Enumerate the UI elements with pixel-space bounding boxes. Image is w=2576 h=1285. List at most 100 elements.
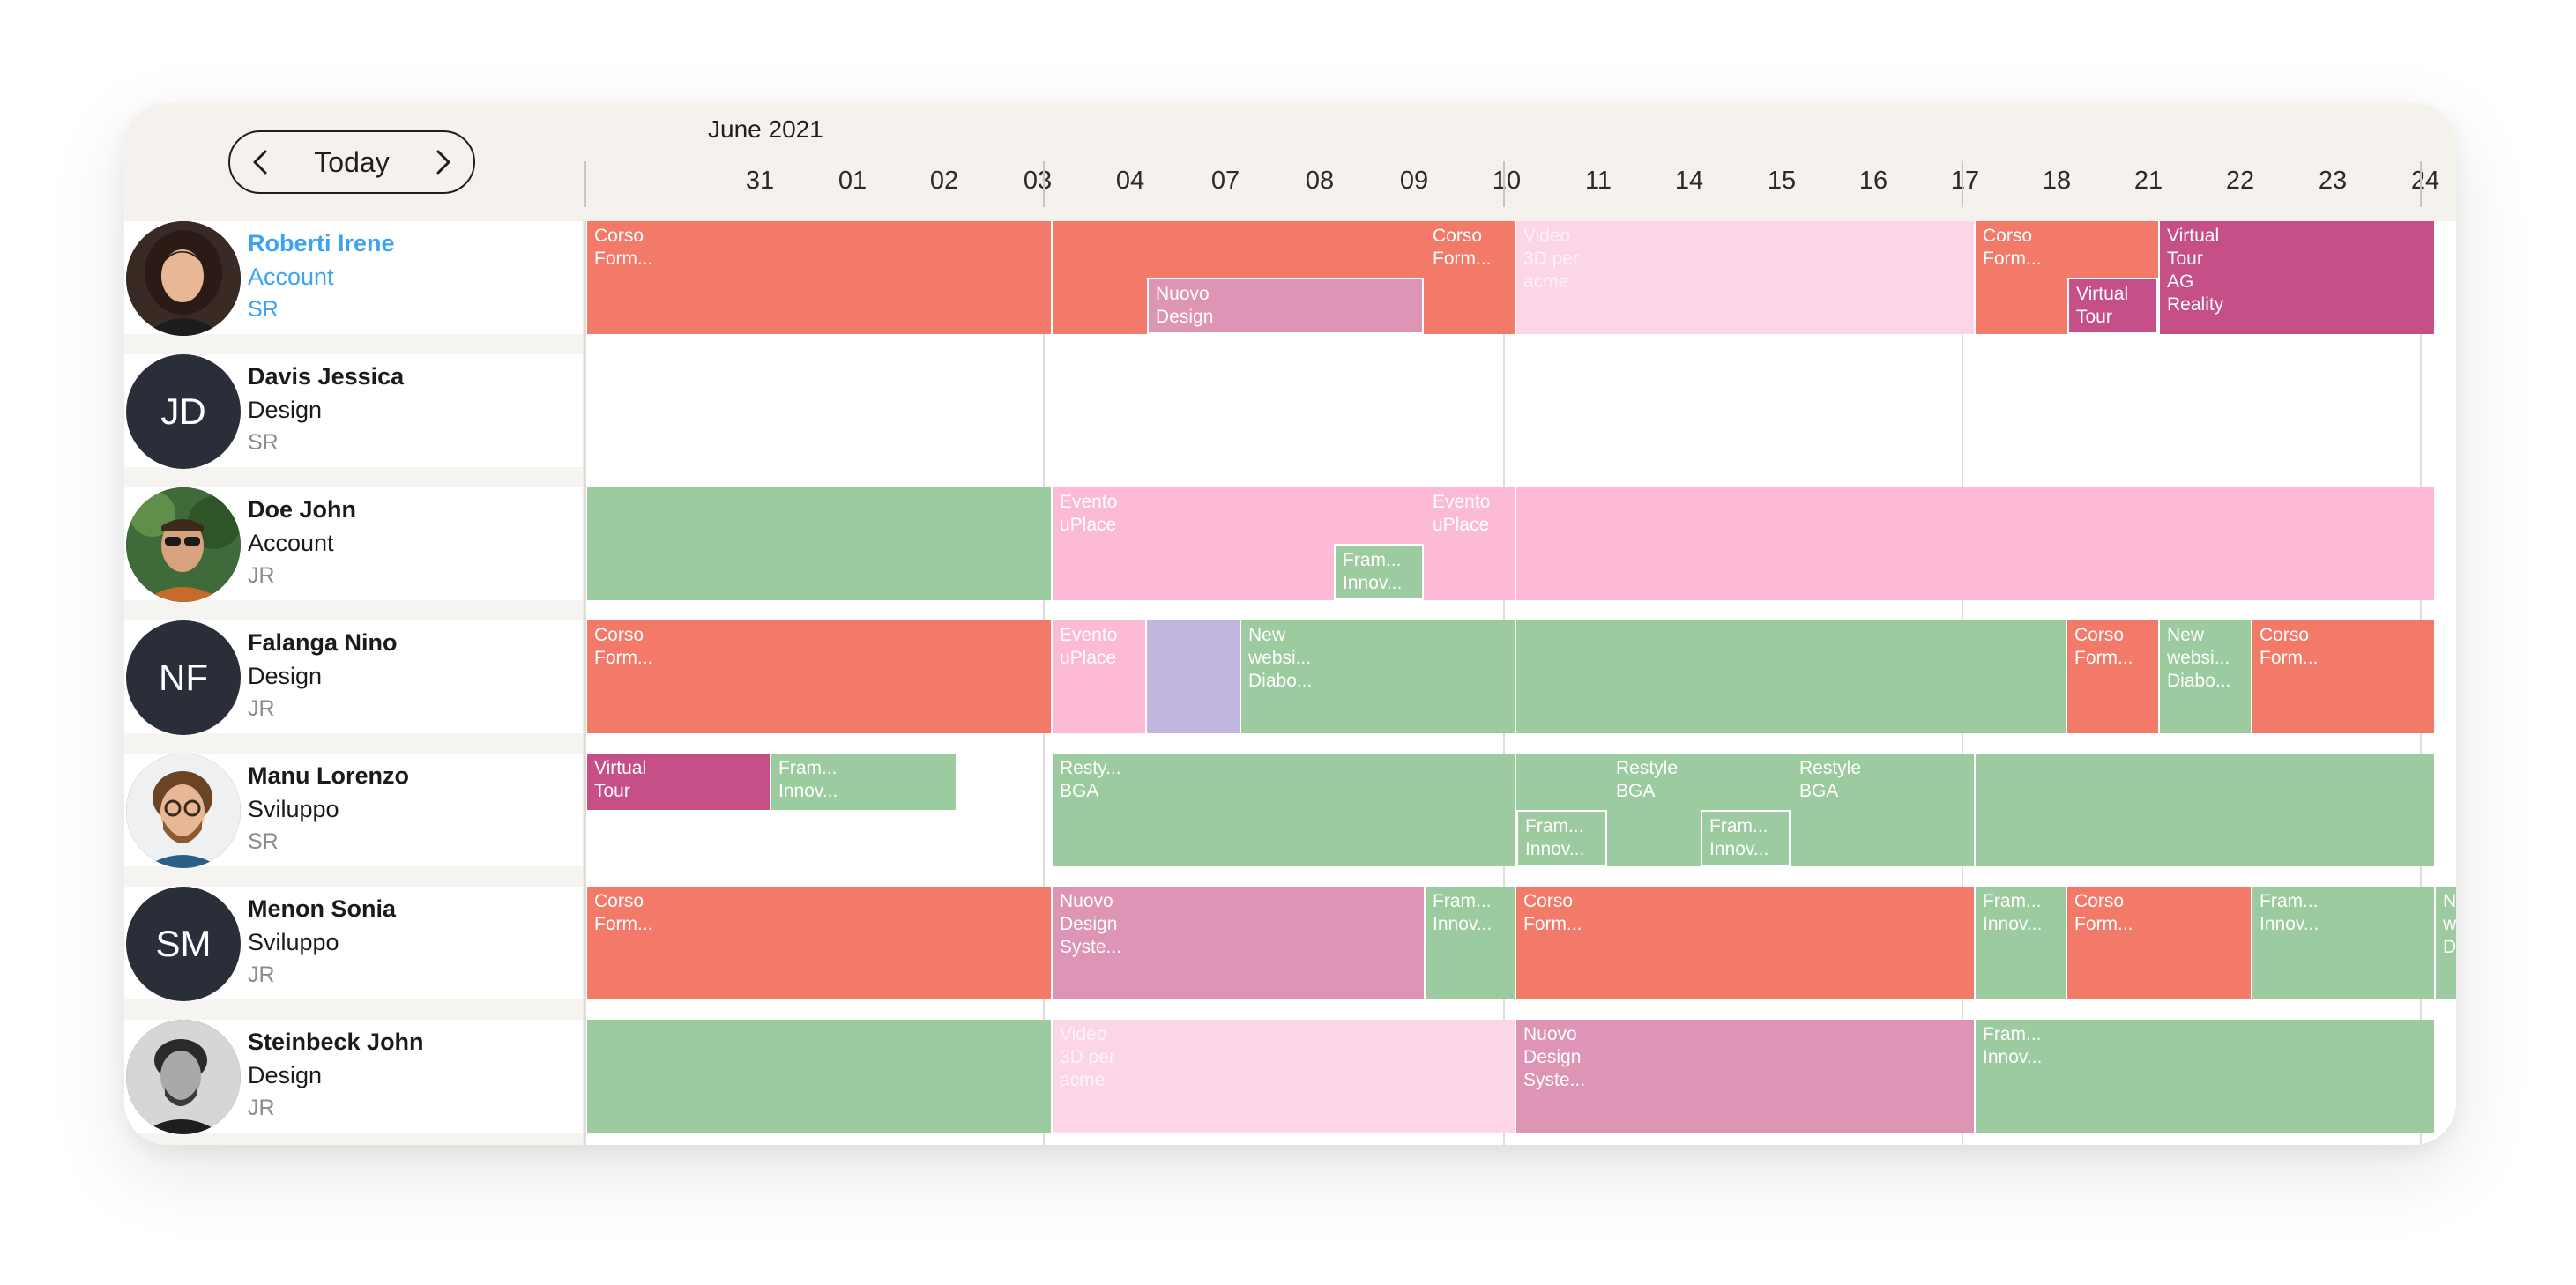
chevron-left-icon	[253, 150, 267, 175]
event-block[interactable]: Restyle BGA	[1792, 754, 1882, 810]
previous-button[interactable]	[235, 132, 285, 192]
person-level: SR	[248, 297, 279, 322]
avatar-initials: NF	[126, 620, 241, 735]
day-label: 16	[1858, 167, 1888, 195]
day-label: 01	[838, 167, 867, 195]
photo-man-sunglasses-icon	[126, 487, 241, 602]
day-label: 17	[1950, 167, 1980, 195]
person-row[interactable]: Doe John Account JR	[124, 487, 583, 602]
event-block[interactable]: Fram... Innov...	[771, 754, 956, 810]
event-block[interactable]	[587, 487, 1051, 600]
event-block[interactable]: Virtual Tour AG Reality	[2160, 221, 2434, 334]
event-block[interactable]: Video 3D per acme	[1516, 221, 1974, 334]
person-department: Account	[248, 530, 334, 556]
avatar-initials: SM	[126, 887, 241, 1001]
date-navigator: Today	[228, 130, 475, 194]
person-level: JR	[248, 1096, 275, 1120]
event-block[interactable]: Corso Form...	[2252, 620, 2434, 733]
event-block[interactable]: Evento uPlace	[1053, 620, 1145, 733]
person-level: SR	[248, 430, 279, 455]
person-department: Account	[248, 264, 334, 290]
event-block[interactable]	[587, 1020, 1051, 1133]
event-block[interactable]: Corso Form...	[587, 887, 1051, 999]
day-label: 10	[1492, 167, 1522, 195]
week-separator	[584, 161, 586, 207]
day-label: 02	[929, 167, 959, 195]
day-label: 11	[1584, 167, 1612, 195]
event-block[interactable]	[1516, 620, 2066, 733]
event-block[interactable]: New websi... Diabo...	[1241, 620, 1515, 733]
day-label: 09	[1399, 167, 1429, 195]
event-block[interactable]: Virtual Tour	[2067, 278, 2158, 334]
avatar-initials-text: NF	[159, 657, 208, 698]
schedule-row	[584, 354, 2456, 467]
person-row[interactable]: SM Menon Sonia Sviluppo JR	[124, 887, 583, 1001]
week-separator	[1043, 161, 1045, 207]
event-block[interactable]: Fram... Innov...	[1701, 810, 1791, 866]
week-separator	[2420, 161, 2422, 207]
month-label: June 2021	[708, 115, 823, 143]
event-block[interactable]: Fram... Innov...	[1976, 1020, 2434, 1133]
event-block[interactable]: Evento uPlace	[1426, 487, 1515, 600]
event-block[interactable]: Restyle BGA	[1609, 754, 1699, 810]
person-level: JR	[248, 696, 275, 721]
person-department: Design	[248, 397, 323, 423]
person-level: SR	[248, 829, 279, 854]
event-block[interactable]	[1516, 487, 2434, 600]
today-button[interactable]: Today	[283, 132, 421, 192]
event-block[interactable]: Nuovo Design	[1147, 278, 1424, 334]
day-label: 15	[1767, 167, 1797, 195]
event-block[interactable]: Fram... Innov...	[1516, 810, 1607, 866]
event-block[interactable]: Corso Form...	[1426, 221, 1515, 334]
day-label: 22	[2225, 167, 2255, 195]
day-label: 08	[1305, 167, 1335, 195]
week-separator	[1503, 161, 1505, 207]
person-row[interactable]: NF Falanga Nino Design JR	[124, 620, 583, 735]
event-block[interactable]: Resty... BGA	[1053, 754, 1515, 866]
person-level: JR	[248, 962, 275, 987]
event-block[interactable]: Corso Form...	[2067, 887, 2251, 999]
person-row[interactable]: Steinbeck John Design JR	[124, 1020, 583, 1134]
event-block[interactable]: Corso Form...	[587, 620, 1051, 733]
event-block[interactable]: Ne we Dia	[2436, 887, 2456, 999]
day-label: 03	[1023, 167, 1053, 195]
event-block[interactable]	[1976, 754, 2434, 866]
day-label: 14	[1674, 167, 1704, 195]
person-level: JR	[248, 563, 275, 588]
event-block[interactable]: Corso Form...	[587, 221, 1051, 334]
event-block[interactable]: Corso Form...	[2067, 620, 2158, 733]
avatar-initials-text: SM	[155, 923, 212, 964]
event-block[interactable]: Nuovo Design Syste...	[1516, 1020, 1974, 1133]
event-block[interactable]: New websi... Diabo...	[2160, 620, 2251, 733]
chevron-right-icon	[436, 150, 450, 175]
event-block[interactable]: Fram... Innov...	[1334, 544, 1424, 600]
avatar-initials-text: JD	[160, 390, 206, 432]
person-name: Steinbeck John	[248, 1029, 424, 1055]
event-block[interactable]: Nuovo Design Syste...	[1053, 887, 1424, 999]
event-block[interactable]: Fram... Innov...	[2252, 887, 2434, 999]
photo-man-glasses-icon	[126, 754, 241, 868]
person-row[interactable]: JD Davis Jessica Design SR	[124, 354, 583, 469]
next-button[interactable]	[419, 132, 468, 192]
photo-man-bw-icon	[126, 1020, 241, 1134]
week-separator	[1962, 161, 1963, 207]
person-name: Roberti Irene	[248, 230, 395, 256]
person-name: Davis Jessica	[248, 363, 405, 390]
day-label: 18	[2042, 167, 2072, 195]
person-row[interactable]: Manu Lorenzo Sviluppo SR	[124, 754, 583, 868]
day-label: 07	[1210, 167, 1240, 195]
day-label: 31	[745, 167, 775, 195]
person-row[interactable]: Roberti Irene Account SR	[124, 221, 583, 336]
photo-woman-icon	[126, 221, 241, 336]
person-name: Manu Lorenzo	[248, 762, 409, 789]
day-label: 21	[2133, 167, 2163, 195]
event-block[interactable]: Fram... Innov...	[1426, 887, 1515, 999]
event-block[interactable]: Video 3D per acme	[1053, 1020, 1515, 1133]
event-block[interactable]	[1147, 620, 1240, 733]
person-name: Falanga Nino	[248, 629, 398, 656]
event-block[interactable]: Corso Form...	[1516, 887, 1974, 999]
event-block[interactable]: Virtual Tour	[587, 754, 770, 810]
person-department: Sviluppo	[248, 929, 339, 955]
event-block[interactable]: Fram... Innov...	[1976, 887, 2066, 999]
person-department: Sviluppo	[248, 796, 339, 822]
